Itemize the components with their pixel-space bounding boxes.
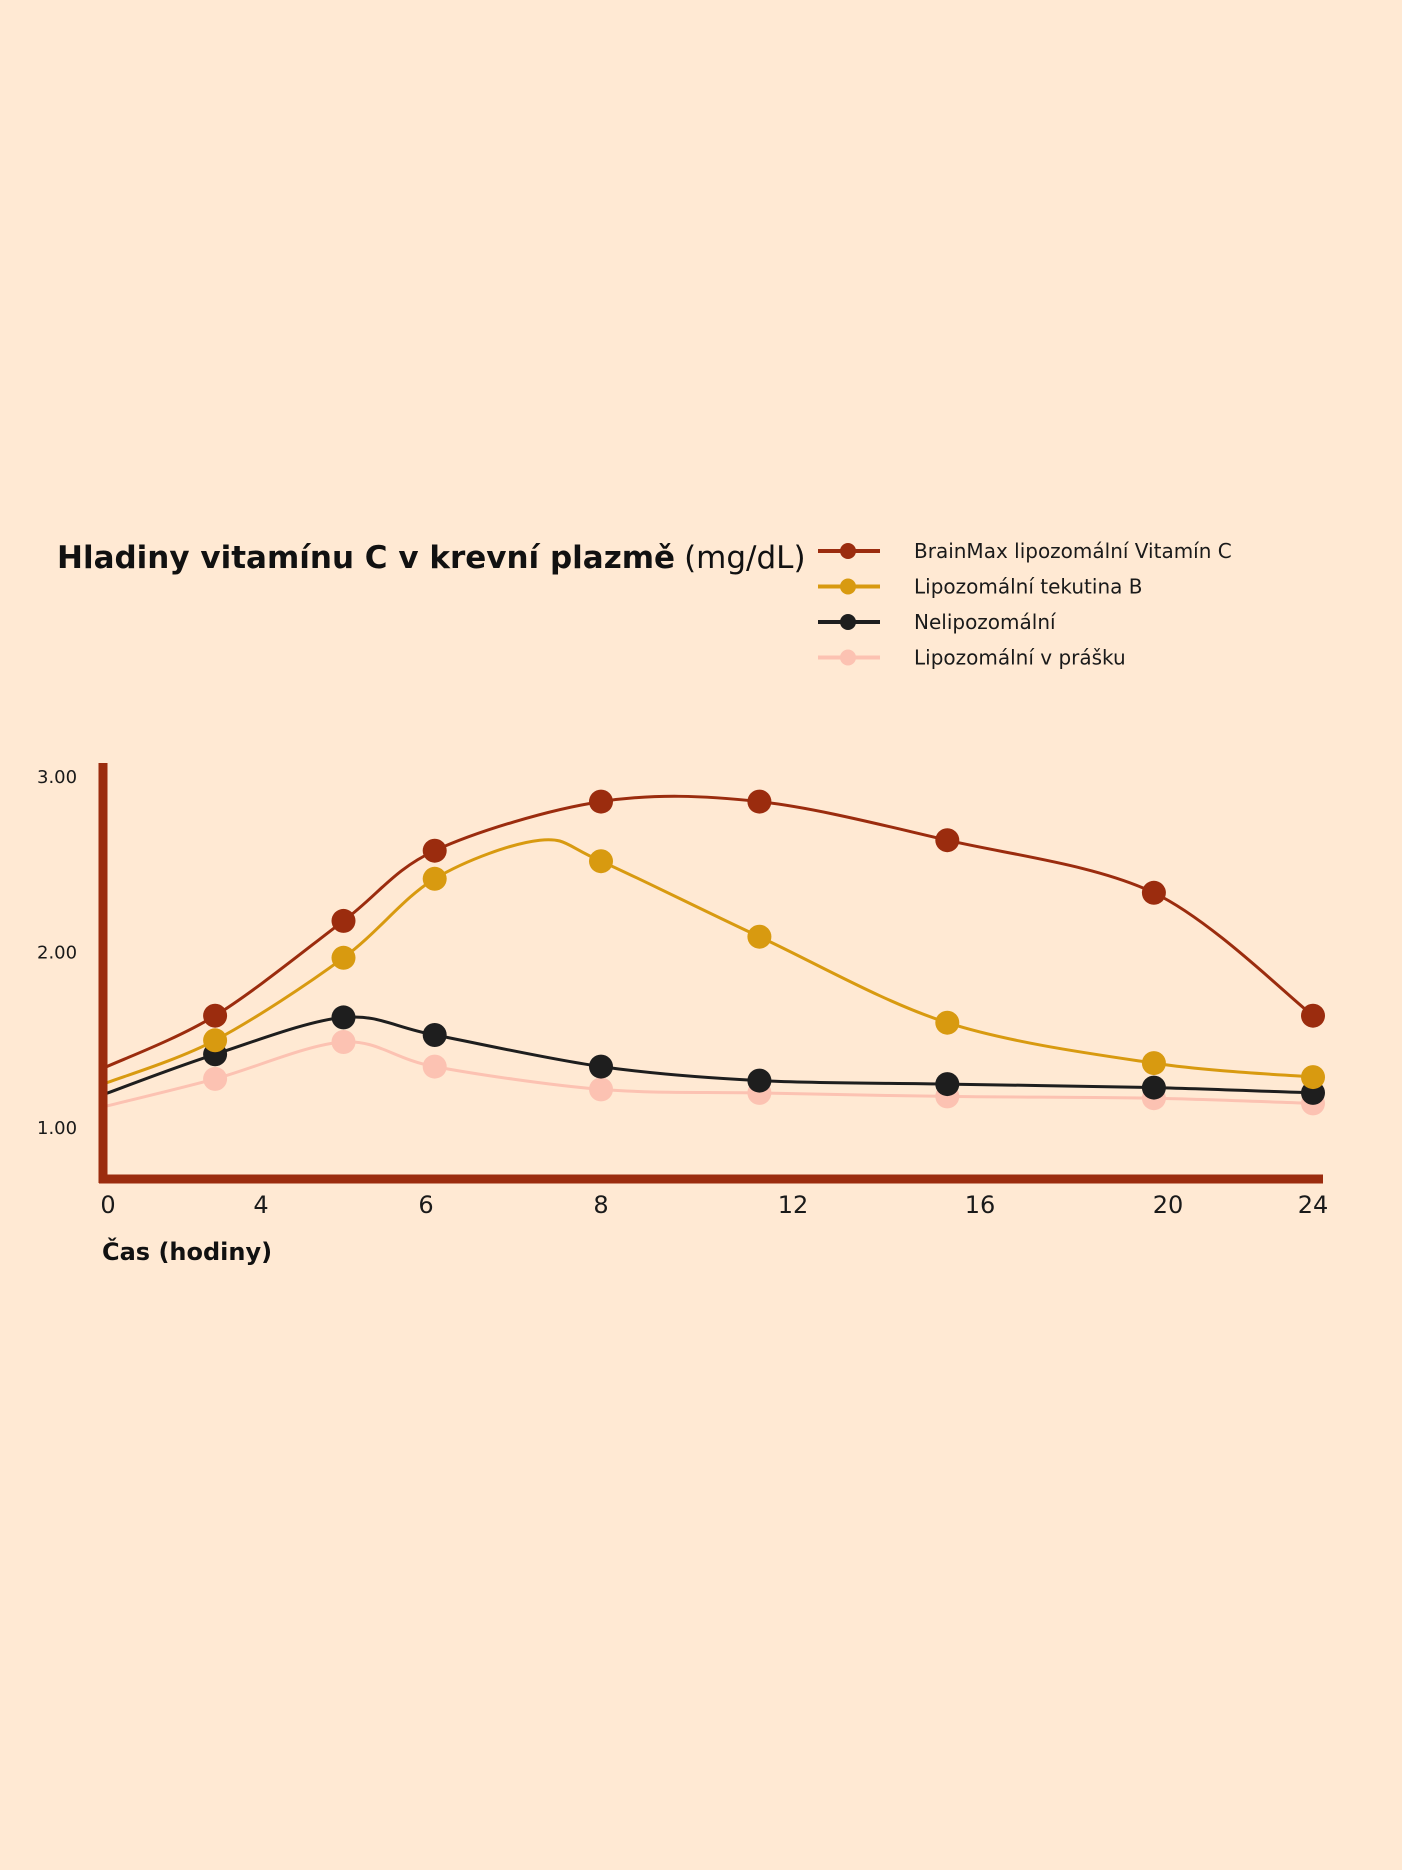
series-line-2 bbox=[101, 838, 1315, 1086]
legend-label: Lipozomální v prášku bbox=[914, 646, 1126, 670]
data-point-s3-2 bbox=[331, 1005, 356, 1030]
legend-item-1: BrainMax lipozomální Vitamín C bbox=[818, 539, 1232, 563]
data-point-s1-6 bbox=[935, 828, 960, 853]
legend-label: BrainMax lipozomální Vitamín C bbox=[914, 539, 1232, 563]
data-point-s4-2 bbox=[331, 1030, 356, 1054]
x-tick-label: 12 bbox=[778, 1191, 809, 1219]
legend-marker bbox=[840, 614, 856, 630]
series-4 bbox=[101, 1030, 1325, 1116]
chart-title-main: Hladiny vitamínu C v krevní plazmě bbox=[57, 540, 675, 576]
data-point-s1-4 bbox=[589, 789, 613, 814]
data-point-s1-5 bbox=[747, 789, 772, 814]
data-point-s2-1 bbox=[203, 1028, 228, 1053]
data-point-s4-1 bbox=[203, 1066, 228, 1091]
y-tick-label: 1.00 bbox=[37, 1118, 77, 1139]
legend-label: Nelipozomální bbox=[914, 610, 1057, 634]
data-point-s1-1 bbox=[203, 1003, 228, 1028]
chart-title: Hladiny vitamínu C v krevní plazmě (mg/dL… bbox=[57, 540, 806, 576]
data-point-s3-4 bbox=[589, 1054, 613, 1079]
data-point-s4-3 bbox=[422, 1054, 447, 1079]
x-tick-label: 16 bbox=[965, 1191, 996, 1219]
data-point-s1-8 bbox=[1301, 1003, 1325, 1028]
series-line-4 bbox=[101, 1040, 1315, 1109]
series-layer bbox=[101, 789, 1325, 1116]
x-tick-label: 24 bbox=[1298, 1191, 1329, 1219]
x-tick-label: 8 bbox=[593, 1191, 608, 1219]
legend-item-4: Lipozomální v prášku bbox=[818, 646, 1126, 670]
data-point-s3-5 bbox=[747, 1068, 772, 1093]
chart-title-unit: (mg/dL) bbox=[684, 540, 805, 576]
series-1 bbox=[101, 789, 1325, 1070]
data-point-s2-2 bbox=[331, 945, 356, 970]
x-tick-label: 6 bbox=[418, 1191, 433, 1219]
x-axis-label: Čas (hodiny) bbox=[102, 1236, 272, 1266]
data-point-s2-6 bbox=[935, 1010, 960, 1035]
legend-marker bbox=[840, 578, 856, 595]
series-2 bbox=[101, 838, 1325, 1090]
data-point-s2-5 bbox=[747, 924, 772, 949]
data-point-s1-7 bbox=[1141, 880, 1166, 905]
x-tick-label: 0 bbox=[100, 1191, 115, 1219]
data-point-s3-6 bbox=[935, 1072, 960, 1097]
chart-legend: BrainMax lipozomální Vitamín C Lipozomáln… bbox=[818, 539, 1232, 670]
data-point-s1-2 bbox=[331, 908, 356, 933]
chart-axes bbox=[98, 763, 1323, 1184]
data-point-s1-3 bbox=[422, 838, 447, 863]
legend-marker bbox=[840, 543, 856, 559]
legend-item-3: Nelipozomální bbox=[818, 610, 1057, 634]
legend-label: Lipozomální tekutina B bbox=[914, 575, 1142, 599]
data-point-s3-3 bbox=[422, 1023, 447, 1047]
series-line-3 bbox=[101, 1015, 1315, 1097]
data-point-s3-7 bbox=[1141, 1075, 1166, 1100]
data-point-s2-8 bbox=[1301, 1065, 1325, 1090]
y-tick-label: 3.00 bbox=[37, 767, 77, 788]
tick-labels: 0 4 6 8 12 16 20 24 1.00 2.00 3.00 bbox=[37, 767, 1328, 1219]
data-point-s2-4 bbox=[589, 849, 613, 874]
data-point-s4-4 bbox=[589, 1077, 613, 1102]
legend-item-2: Lipozomální tekutina B bbox=[818, 575, 1142, 599]
y-tick-label: 2.00 bbox=[37, 943, 77, 964]
data-point-s2-3 bbox=[422, 866, 447, 891]
x-tick-label: 4 bbox=[253, 1191, 268, 1219]
series-line-1 bbox=[101, 794, 1315, 1070]
legend-marker bbox=[840, 649, 856, 666]
x-tick-label: 20 bbox=[1153, 1191, 1184, 1219]
data-point-s2-7 bbox=[1141, 1051, 1166, 1076]
